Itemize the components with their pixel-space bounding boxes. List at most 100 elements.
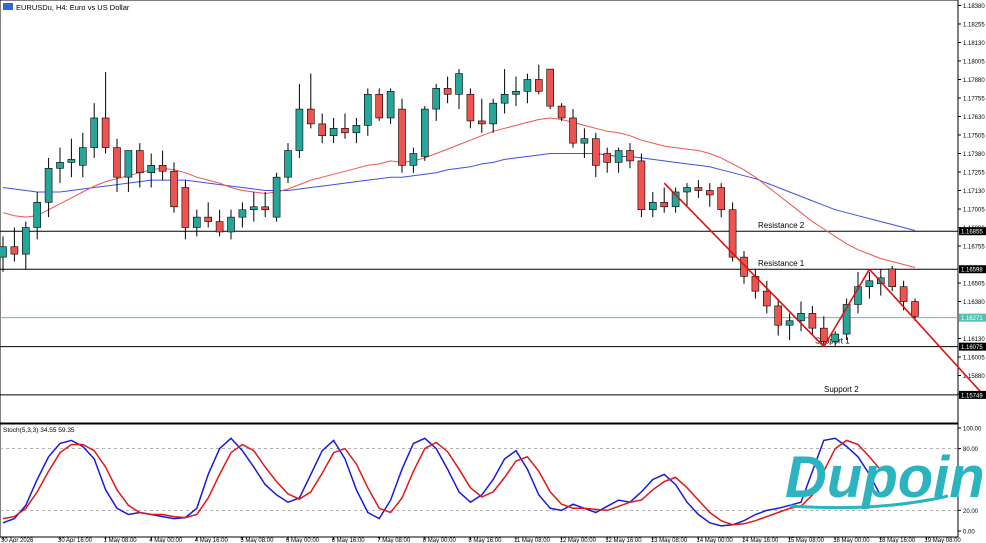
trendline[interactable]: [663, 182, 825, 348]
candle[interactable]: [10, 227, 19, 262]
candle[interactable]: [512, 76, 520, 107]
candle[interactable]: [124, 150, 133, 192]
candle[interactable]: [455, 69, 463, 110]
candle[interactable]: [500, 69, 509, 114]
time-tick-label: 4 May 16:00: [195, 538, 229, 543]
candle[interactable]: [785, 313, 794, 340]
candle[interactable]: [250, 191, 258, 222]
candle[interactable]: [147, 153, 155, 188]
candle[interactable]: [44, 157, 53, 218]
bull-candle-body: [614, 150, 623, 163]
candle[interactable]: [238, 202, 247, 228]
candle[interactable]: [546, 68, 555, 110]
candle[interactable]: [888, 265, 897, 292]
candle[interactable]: [284, 143, 292, 184]
candle[interactable]: [432, 83, 441, 121]
candle[interactable]: [819, 316, 828, 346]
candle[interactable]: [717, 183, 726, 218]
candle[interactable]: [0, 236, 7, 272]
candle[interactable]: [261, 191, 270, 218]
candle[interactable]: [329, 117, 338, 144]
candle[interactable]: [341, 113, 349, 139]
candle[interactable]: [603, 147, 612, 173]
candle[interactable]: [637, 153, 646, 218]
candle[interactable]: [215, 209, 224, 237]
bear-candle-body: [170, 170, 178, 208]
candle[interactable]: [569, 109, 577, 148]
indicator-panel[interactable]: [0, 423, 959, 538]
candle[interactable]: [170, 162, 178, 213]
bull-candle-body: [865, 280, 874, 288]
candle[interactable]: [158, 150, 167, 181]
candle[interactable]: [420, 106, 429, 161]
candle[interactable]: [523, 73, 532, 104]
candle[interactable]: [842, 298, 851, 340]
bear-candle-body: [717, 187, 726, 211]
candle[interactable]: [295, 83, 304, 158]
candle[interactable]: [797, 301, 805, 332]
candle[interactable]: [740, 251, 748, 284]
candle[interactable]: [865, 271, 874, 299]
candle[interactable]: [227, 209, 235, 240]
candle[interactable]: [808, 305, 817, 336]
candle[interactable]: [375, 88, 384, 121]
price-panel[interactable]: [0, 0, 959, 424]
bull-candle-body: [797, 313, 805, 322]
candle[interactable]: [466, 88, 475, 129]
indicator-label: Stoch(5,3,3) 34.55 59.35: [3, 427, 75, 434]
candle[interactable]: [648, 191, 657, 218]
candle[interactable]: [443, 76, 452, 104]
candle[interactable]: [318, 113, 327, 144]
candle[interactable]: [774, 298, 783, 336]
candle[interactable]: [56, 147, 64, 184]
candle[interactable]: [352, 117, 361, 144]
candle[interactable]: [534, 64, 543, 95]
candle[interactable]: [683, 183, 691, 207]
candle[interactable]: [660, 187, 669, 213]
candle[interactable]: [79, 132, 87, 178]
candle[interactable]: [762, 280, 771, 314]
candle[interactable]: [831, 331, 840, 346]
candle[interactable]: [626, 143, 634, 169]
candle[interactable]: [557, 103, 566, 121]
bear-candle-body: [546, 68, 555, 107]
chart-type-icon: [3, 3, 13, 10]
candle[interactable]: [409, 147, 418, 173]
candle[interactable]: [204, 202, 212, 228]
candle[interactable]: [899, 280, 908, 311]
candle[interactable]: [398, 98, 406, 173]
candle[interactable]: [705, 183, 714, 207]
candle[interactable]: [33, 191, 42, 240]
candle[interactable]: [694, 180, 703, 198]
candle[interactable]: [386, 88, 395, 124]
candle[interactable]: [363, 88, 372, 136]
candle[interactable]: [489, 98, 498, 133]
candle[interactable]: [67, 138, 76, 178]
candle[interactable]: [728, 202, 737, 262]
bear-candle-body: [557, 105, 566, 119]
candle[interactable]: [911, 298, 919, 321]
bear-candle-body: [443, 88, 452, 95]
bull-candle-body: [409, 153, 418, 166]
candle[interactable]: [272, 172, 281, 222]
bull-candle-body: [432, 88, 441, 110]
candle[interactable]: [306, 73, 315, 129]
trendline[interactable]: [823, 268, 871, 348]
price-tick-label: 1.16005: [963, 356, 985, 362]
candle[interactable]: [181, 180, 190, 240]
candle[interactable]: [591, 132, 600, 178]
candle[interactable]: [113, 138, 121, 192]
candle[interactable]: [614, 147, 623, 173]
price-tick-label: 1.17505: [963, 133, 985, 139]
candle[interactable]: [90, 103, 98, 158]
candle[interactable]: [580, 128, 589, 158]
candle[interactable]: [136, 143, 144, 188]
price-tick-label: 1.17880: [963, 78, 985, 84]
candle[interactable]: [101, 72, 110, 154]
level-tag-label: 1.16855: [961, 230, 983, 236]
candle[interactable]: [477, 98, 486, 133]
trendline[interactable]: [868, 268, 984, 396]
candle[interactable]: [21, 221, 30, 269]
candle[interactable]: [193, 209, 201, 237]
